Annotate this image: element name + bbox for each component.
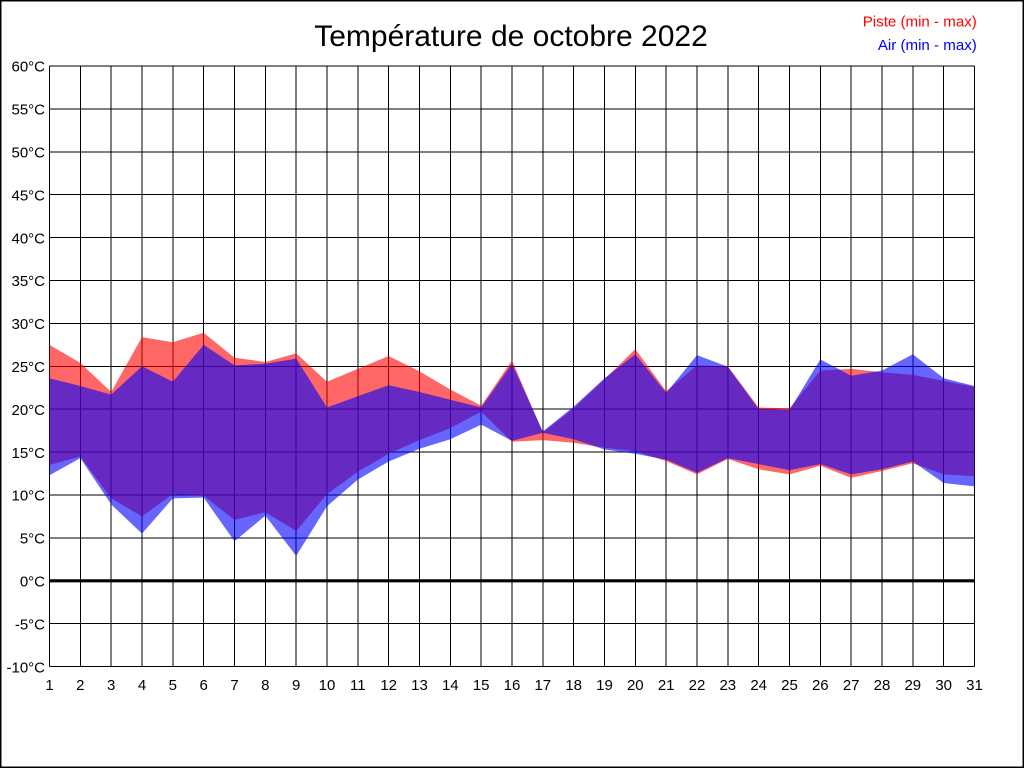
svg-text:4: 4 <box>138 677 146 694</box>
svg-text:28: 28 <box>874 677 891 694</box>
svg-text:-5°C: -5°C <box>15 616 45 633</box>
svg-text:18: 18 <box>565 677 582 694</box>
svg-text:55°C: 55°C <box>11 102 45 119</box>
svg-text:22: 22 <box>689 677 706 694</box>
svg-text:25: 25 <box>781 677 798 694</box>
svg-text:12: 12 <box>380 677 397 694</box>
svg-text:8: 8 <box>261 677 269 694</box>
svg-text:Air (min - max): Air (min - max) <box>878 37 977 54</box>
svg-text:0°C: 0°C <box>20 574 45 591</box>
svg-text:60°C: 60°C <box>11 59 45 76</box>
svg-text:11: 11 <box>350 677 366 694</box>
svg-text:10: 10 <box>319 677 336 694</box>
svg-text:20: 20 <box>627 677 644 694</box>
svg-text:45°C: 45°C <box>11 187 45 204</box>
svg-text:16: 16 <box>504 677 521 694</box>
svg-text:30°C: 30°C <box>11 316 45 333</box>
svg-text:14: 14 <box>442 677 459 694</box>
svg-text:15°C: 15°C <box>11 445 45 462</box>
svg-text:29: 29 <box>904 677 921 694</box>
svg-text:5: 5 <box>169 677 177 694</box>
svg-text:24: 24 <box>750 677 767 694</box>
svg-text:21: 21 <box>658 677 675 694</box>
svg-text:30: 30 <box>935 677 952 694</box>
svg-text:-10°C: -10°C <box>6 659 45 676</box>
svg-text:9: 9 <box>292 677 300 694</box>
svg-text:10°C: 10°C <box>11 488 45 505</box>
svg-text:6: 6 <box>200 677 208 694</box>
svg-text:26: 26 <box>812 677 829 694</box>
svg-text:31: 31 <box>966 677 983 694</box>
svg-text:19: 19 <box>596 677 613 694</box>
svg-text:27: 27 <box>843 677 860 694</box>
svg-text:17: 17 <box>534 677 551 694</box>
svg-text:23: 23 <box>719 677 736 694</box>
svg-text:7: 7 <box>230 677 238 694</box>
svg-text:50°C: 50°C <box>11 145 45 162</box>
svg-text:25°C: 25°C <box>11 359 45 376</box>
svg-text:Température de octobre 2022: Température de octobre 2022 <box>314 20 708 53</box>
svg-text:3: 3 <box>107 677 115 694</box>
svg-text:20°C: 20°C <box>11 402 45 419</box>
svg-text:15: 15 <box>473 677 490 694</box>
svg-text:13: 13 <box>411 677 428 694</box>
svg-text:5°C: 5°C <box>20 531 45 548</box>
svg-text:1: 1 <box>45 677 53 694</box>
svg-text:Piste (min - max): Piste (min - max) <box>863 14 977 31</box>
svg-text:2: 2 <box>76 677 84 694</box>
svg-text:40°C: 40°C <box>11 230 45 247</box>
svg-text:35°C: 35°C <box>11 273 45 290</box>
